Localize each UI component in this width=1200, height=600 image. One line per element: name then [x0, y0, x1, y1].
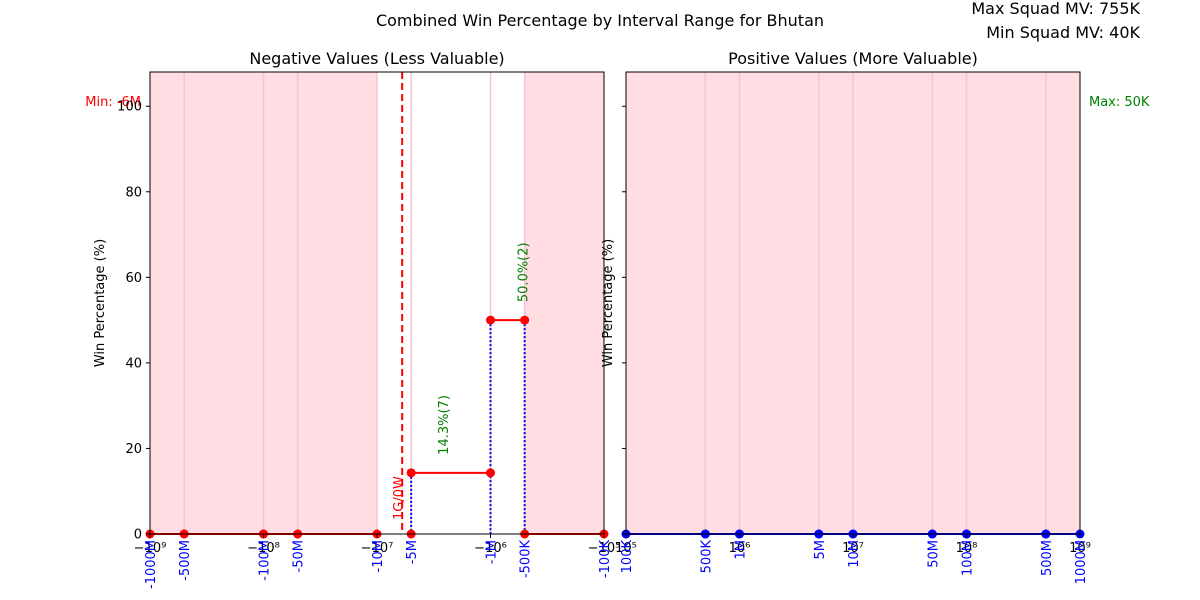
x-major-tick-label: 10⁷	[842, 541, 864, 556]
left-y-axis-label: Win Percentage (%)	[93, 239, 108, 367]
y-tick-label: 100	[117, 100, 142, 115]
x-interval-tick-label: 50M	[926, 540, 941, 568]
min-value-label: Min: -6M	[85, 95, 141, 110]
x-interval-tick-label: 500M	[1040, 540, 1055, 576]
x-major-tick-label: −10⁷	[361, 541, 394, 556]
figure-title: Combined Win Percentage by Interval Rang…	[376, 11, 824, 30]
x-major-tick-label: 10⁶	[729, 541, 751, 556]
data-point	[486, 468, 495, 478]
right-y-axis-label: Win Percentage (%)	[601, 239, 616, 367]
y-tick-label: 40	[125, 356, 142, 371]
x-interval-tick-label: -100M	[258, 540, 273, 581]
x-interval-tick-label: -500K	[519, 540, 534, 579]
x-interval-tick-label: -1M	[485, 540, 500, 564]
x-major-tick-label: −10⁶	[474, 541, 507, 556]
right-panel-title: Positive Values (More Valuable)	[728, 49, 978, 68]
x-interval-tick-label: -50M	[292, 540, 307, 572]
zero-games-label: 1G/0W	[392, 476, 407, 520]
x-interval-tick-label: -100K	[598, 540, 613, 579]
x-major-tick-label: 10⁵	[615, 541, 637, 556]
x-interval-tick-label: 500K	[699, 540, 714, 574]
max-value-label: Max: 50K	[1089, 95, 1150, 110]
x-major-tick-label: 10⁹	[1069, 541, 1091, 556]
x-major-tick-label: −10⁹	[134, 541, 167, 556]
x-interval-tick-label: 10M	[847, 540, 862, 568]
x-interval-tick-label: -5M	[405, 540, 420, 564]
x-interval-tick-label: -10M	[371, 540, 386, 572]
x-interval-tick-label: 5M	[813, 540, 828, 560]
unshaded-region	[377, 72, 525, 534]
left-panel-title: Negative Values (Less Valuable)	[249, 49, 504, 68]
x-major-tick-label: 10⁸	[956, 541, 978, 556]
positive-values-panel: Positive Values (More Valuable) Win Perc…	[601, 49, 1150, 584]
y-tick-label: 20	[125, 442, 142, 457]
y-tick-label: 0	[134, 528, 142, 543]
x-interval-tick-label: -1000M	[144, 540, 159, 589]
y-tick-label: 60	[125, 271, 142, 286]
x-interval-tick-label: 100M	[961, 540, 976, 576]
x-major-tick-label: −10⁸	[247, 541, 280, 556]
x-interval-tick-label: 1M	[734, 540, 749, 560]
data-point	[520, 315, 530, 325]
negative-values-panel: Negative Values (Less Valuable) Win Perc…	[85, 49, 620, 589]
win-percentage-annotation: 50.0%(2)	[517, 242, 532, 302]
data-point	[406, 468, 416, 478]
y-tick-label: 80	[125, 185, 142, 200]
min-squad-mv-info: Min Squad MV: 40K	[986, 23, 1140, 42]
max-squad-mv-info: Max Squad MV: 755K	[971, 0, 1140, 18]
data-point	[486, 315, 495, 325]
x-interval-tick-label: 1000M	[1074, 540, 1089, 584]
win-percentage-annotation: 14.3%(7)	[437, 395, 452, 455]
x-interval-tick-label: 100K	[620, 540, 635, 574]
x-interval-tick-label: -500M	[178, 540, 193, 581]
x-major-tick-label: −10⁵	[588, 541, 621, 556]
